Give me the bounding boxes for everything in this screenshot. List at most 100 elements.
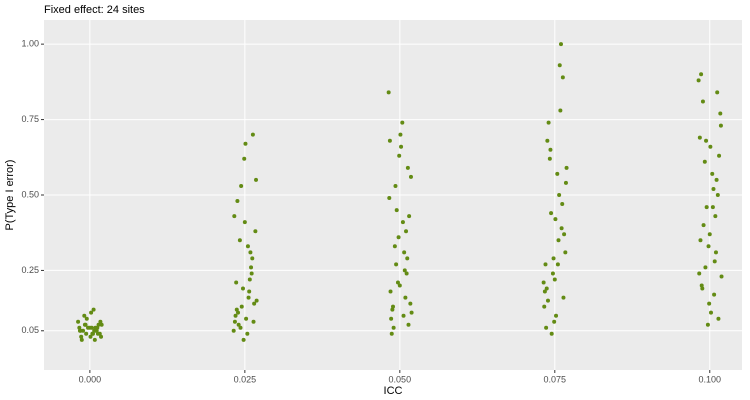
point	[249, 271, 254, 276]
point	[558, 108, 563, 113]
point	[546, 120, 551, 125]
point	[96, 322, 101, 327]
y-tick-label: 1.00	[21, 39, 39, 49]
point	[402, 268, 407, 273]
point	[555, 262, 560, 267]
point	[702, 159, 707, 164]
point	[397, 283, 402, 288]
point	[79, 334, 84, 339]
point	[547, 156, 552, 161]
point	[562, 232, 567, 237]
point	[563, 250, 568, 255]
point	[407, 214, 412, 219]
point	[77, 325, 82, 330]
point	[251, 319, 256, 324]
y-tick-label: 0.75	[21, 114, 39, 124]
point	[564, 165, 569, 170]
point	[84, 316, 89, 321]
point	[253, 229, 258, 234]
point	[237, 238, 242, 243]
point	[241, 337, 246, 342]
point	[242, 220, 247, 225]
point	[79, 337, 84, 342]
point	[388, 289, 393, 294]
point	[99, 322, 104, 327]
point	[238, 325, 243, 330]
point	[563, 180, 568, 185]
point	[698, 238, 703, 243]
point	[83, 322, 88, 327]
point	[700, 99, 705, 104]
point	[98, 319, 103, 324]
point	[558, 42, 563, 47]
point	[234, 280, 239, 285]
point	[704, 138, 709, 143]
point	[77, 328, 82, 333]
point	[401, 313, 406, 318]
point	[242, 156, 247, 161]
point	[387, 196, 392, 201]
point	[92, 337, 97, 342]
point	[391, 325, 396, 330]
point	[704, 205, 709, 210]
point	[232, 214, 237, 219]
point	[245, 244, 250, 249]
point	[712, 259, 717, 264]
point	[232, 319, 237, 324]
point	[408, 174, 413, 179]
point	[394, 262, 399, 267]
point	[94, 328, 99, 333]
point	[76, 319, 81, 324]
y-tick-label: 0.25	[21, 265, 39, 275]
x-tick-label: 0.025	[234, 374, 257, 384]
point	[398, 132, 403, 137]
point	[713, 250, 718, 255]
point	[706, 244, 711, 249]
point	[541, 280, 546, 285]
point	[545, 298, 550, 303]
point	[95, 331, 100, 336]
point	[404, 271, 409, 276]
point	[707, 232, 712, 237]
point	[405, 165, 410, 170]
point	[240, 286, 245, 291]
point	[707, 301, 712, 306]
point	[239, 304, 244, 309]
point	[543, 262, 548, 267]
point	[390, 307, 395, 312]
point	[400, 220, 405, 225]
point	[89, 325, 94, 330]
x-tick-label: 0.050	[389, 374, 412, 384]
point	[544, 325, 549, 330]
point	[555, 171, 560, 176]
point	[234, 307, 239, 312]
point	[397, 153, 402, 158]
point	[548, 147, 553, 152]
point	[406, 322, 411, 327]
point	[556, 238, 561, 243]
point	[392, 244, 397, 249]
point	[542, 289, 547, 294]
point	[716, 316, 721, 321]
point	[84, 331, 89, 336]
point	[713, 214, 718, 219]
point	[715, 193, 720, 197]
point	[552, 277, 557, 282]
point	[239, 183, 244, 188]
point	[404, 229, 409, 234]
point	[394, 208, 399, 213]
x-tick-label: 0.075	[544, 374, 567, 384]
point	[250, 132, 255, 137]
point	[90, 331, 95, 336]
point	[554, 313, 559, 318]
point	[81, 328, 86, 333]
point	[91, 307, 96, 312]
point	[244, 316, 249, 321]
point	[250, 256, 255, 261]
y-tick-label: 0.50	[21, 189, 39, 199]
point	[712, 292, 717, 297]
point	[552, 319, 557, 324]
point	[231, 328, 236, 333]
y-axis-label: P(Type I error)	[4, 160, 16, 231]
